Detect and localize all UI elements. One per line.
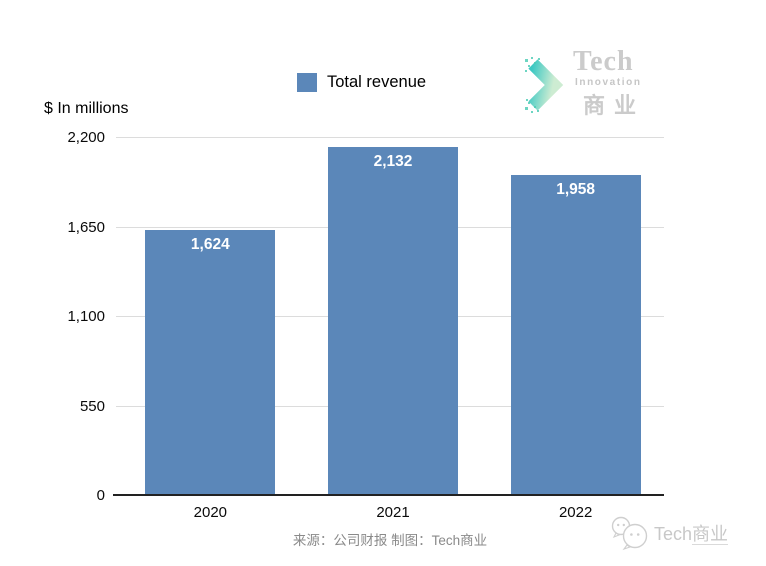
- gridline: [116, 137, 664, 138]
- x-tick-label: 2021: [376, 504, 410, 521]
- x-axis-line: [113, 493, 664, 496]
- bar-2022: 1,958: [510, 175, 641, 494]
- bar-value-label: 2,132: [373, 153, 413, 171]
- y-axis-unit-label: $ In millions: [44, 100, 129, 117]
- y-tick-label: 1,100: [67, 308, 105, 325]
- y-tick-label: 550: [79, 397, 105, 415]
- brand-chevron-icon: [525, 57, 564, 113]
- legend-label: Total revenue: [327, 73, 427, 91]
- watermark: Tech商业: [608, 515, 729, 551]
- x-tick-label: 2022: [558, 504, 593, 521]
- y-tick-label: 2,200: [67, 129, 105, 146]
- brand-subtitle: Innovation: [575, 77, 642, 88]
- brand-name-en: Tech: [573, 46, 634, 77]
- plot-area: 1,624 2,132 1,958: [113, 137, 664, 496]
- bar-2020: 1,624: [145, 229, 276, 494]
- legend-swatch: [297, 73, 317, 92]
- brand-logo: Tech Innovation 商业: [524, 46, 664, 118]
- legend: Total revenue: [297, 73, 426, 92]
- bar-value-label: 1,958: [556, 181, 596, 199]
- y-tick-label: 1,650: [67, 218, 105, 236]
- bar-value-label: 1,624: [190, 235, 230, 253]
- bar-2021: 2,132: [328, 147, 458, 494]
- brand-name-cn: 商业: [583, 93, 646, 118]
- wechat-chat-icon: [611, 516, 648, 551]
- x-tick-label: 2020: [193, 504, 228, 521]
- y-tick-label: 0: [96, 487, 105, 504]
- watermark-label: Tech商业: [654, 524, 729, 545]
- source-note: 来源：公司财报 制图：Tech商业: [292, 533, 488, 548]
